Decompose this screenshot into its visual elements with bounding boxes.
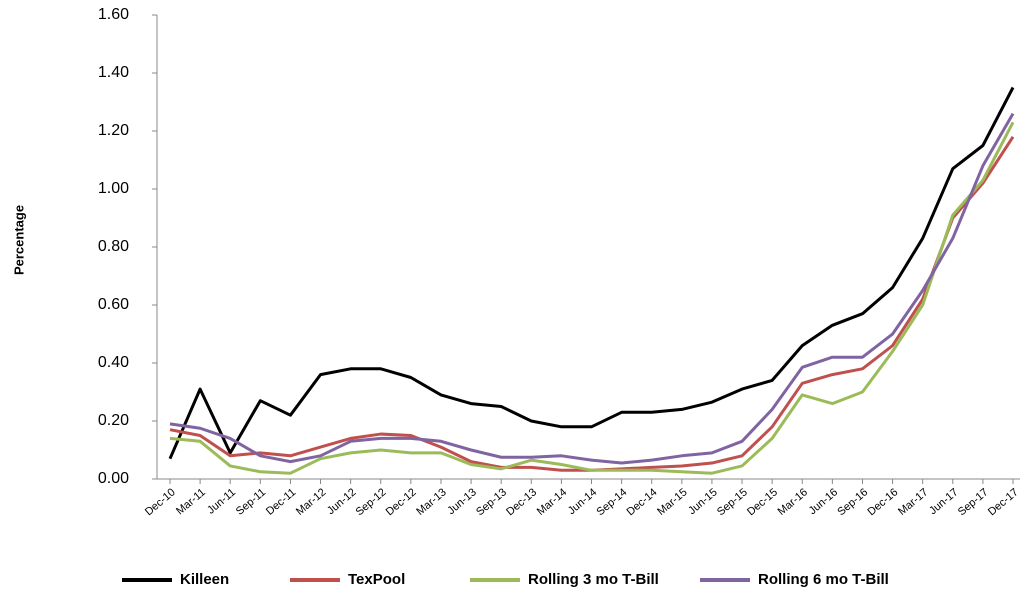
y-tick-label: 1.00: [98, 180, 129, 197]
x-tick-label: Dec-16: [865, 486, 900, 518]
x-tick-label: Jun-12: [325, 486, 358, 517]
x-tick-label: Dec-13: [504, 486, 539, 518]
series-line: [168, 86, 1015, 460]
x-tick-label: Dec-10: [143, 486, 178, 518]
legend-label: Rolling 6 mo T-Bill: [758, 571, 889, 588]
y-tick-label: 1.40: [98, 64, 129, 81]
legend-label: Killeen: [180, 571, 229, 588]
y-tick-label: 0.40: [98, 354, 129, 371]
x-tick-label: Sep-12: [354, 486, 389, 518]
x-tick-label: Sep-13: [474, 486, 509, 518]
x-tick-label: Mar-13: [414, 486, 448, 518]
x-tick-label: Sep-11: [234, 486, 268, 517]
x-tick-label: Dec-17: [986, 486, 1020, 518]
y-tick-label: 0.60: [98, 296, 129, 313]
y-tick-label: 0.00: [98, 470, 129, 487]
series-line: [169, 135, 1015, 472]
x-tick-label: Mar-14: [535, 486, 569, 518]
x-tick-label: Mar-16: [776, 486, 810, 518]
x-tick-label: Mar-15: [655, 486, 689, 518]
x-tick-label: Jun-16: [807, 486, 840, 517]
y-tick-label: 0.20: [98, 412, 129, 429]
legend-label: TexPool: [348, 571, 405, 588]
x-tick-label: Sep-15: [715, 486, 750, 518]
x-tick-label: Mar-17: [896, 486, 930, 518]
x-tick-label: Jun-11: [205, 486, 238, 516]
x-tick-label: Dec-11: [264, 486, 298, 517]
x-tick-label: Jun-14: [566, 486, 599, 517]
x-tick-label: Jun-17: [927, 486, 960, 517]
x-tick-label: Jun-13: [445, 486, 478, 517]
series-line: [169, 112, 1015, 465]
x-tick-label: Sep-16: [835, 486, 870, 518]
y-axis-label: Percentage: [11, 205, 26, 275]
y-tick-label: 0.80: [98, 238, 129, 255]
x-tick-label: Dec-15: [745, 486, 780, 518]
y-tick-label: 1.20: [98, 122, 129, 139]
x-tick-label: Mar-11: [174, 486, 208, 517]
x-tick-label: Dec-14: [625, 486, 660, 518]
y-tick-label: 1.60: [98, 6, 129, 23]
x-tick-label: Dec-12: [384, 486, 419, 518]
x-tick-label: Mar-12: [294, 486, 328, 518]
x-tick-label: Jun-15: [686, 486, 719, 517]
series-line: [169, 121, 1015, 475]
x-tick-label: Sep-14: [595, 486, 630, 518]
legend-label: Rolling 3 mo T-Bill: [528, 571, 659, 588]
x-tick-label: Sep-17: [956, 486, 991, 518]
